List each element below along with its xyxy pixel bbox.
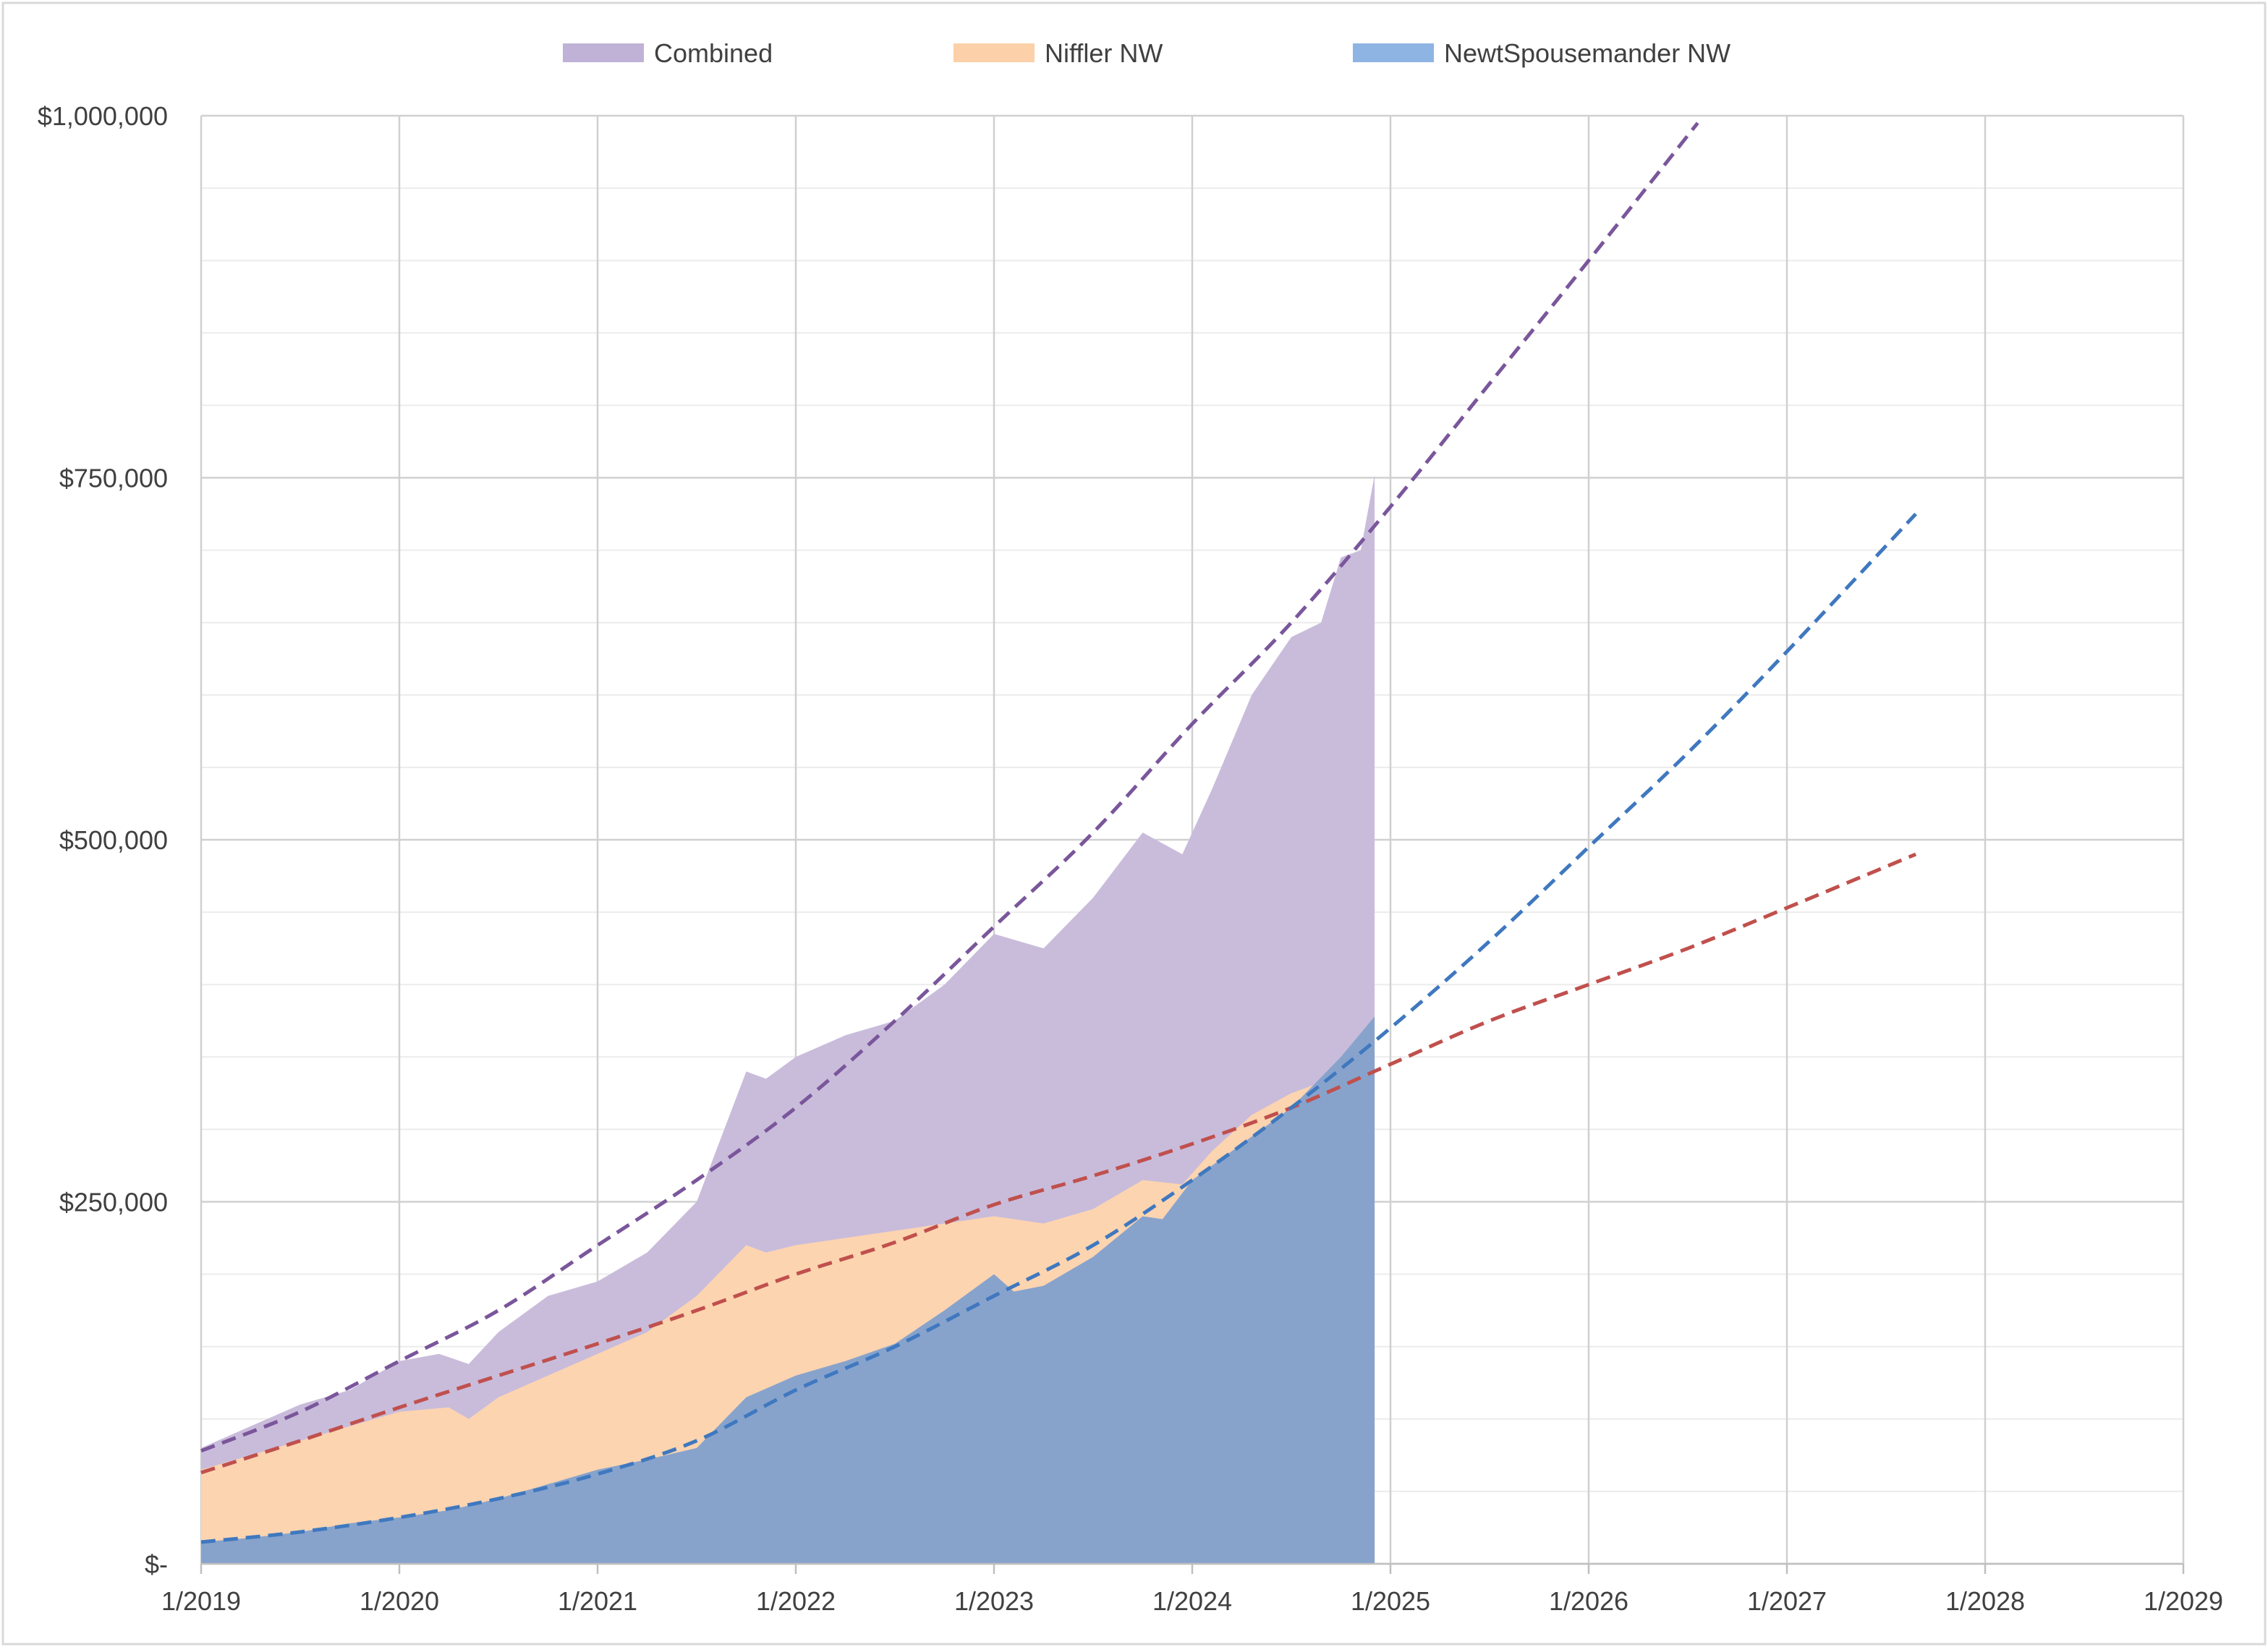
x-tick-label: 1/2027 bbox=[1747, 1586, 1827, 1616]
x-tick-label: 1/2029 bbox=[2144, 1586, 2223, 1616]
x-tick-label: 1/2024 bbox=[1152, 1586, 1232, 1616]
legend: Combined Niffler NW NewtSpousemander NW bbox=[563, 38, 1730, 68]
y-tick-label: $750,000 bbox=[59, 464, 168, 493]
legend-swatch-newtspousemander-nw bbox=[1353, 43, 1434, 62]
y-tick-label: $500,000 bbox=[59, 825, 168, 855]
x-tick-label: 1/2025 bbox=[1351, 1586, 1430, 1616]
legend-swatch-niffler-nw bbox=[954, 43, 1035, 62]
legend-label-niffler-nw: Niffler NW bbox=[1045, 38, 1163, 68]
y-tick-label: $1,000,000 bbox=[38, 101, 168, 131]
trendline-combined bbox=[200, 122, 1699, 1453]
x-tick-label: 1/2019 bbox=[161, 1586, 241, 1616]
legend-label-combined: Combined bbox=[654, 38, 773, 68]
legend-label-newtspousemander-nw: NewtSpousemander NW bbox=[1444, 38, 1730, 68]
area-newtspousemander-nw bbox=[201, 1016, 1375, 1564]
axes: $- $250,000 $500,000 $750,000 $1,000,000 1/20… bbox=[38, 101, 2223, 1616]
x-tick-label: 1/2023 bbox=[954, 1586, 1034, 1616]
y-tick-label: $- bbox=[145, 1549, 168, 1579]
x-tick-label: 1/2020 bbox=[360, 1586, 439, 1616]
trendline-niffler-nw bbox=[200, 852, 1917, 1475]
trendlines bbox=[200, 122, 1917, 1544]
x-tick-label: 1/2026 bbox=[1549, 1586, 1628, 1616]
y-tick-label: $250,000 bbox=[59, 1188, 168, 1217]
legend-swatch-combined bbox=[563, 43, 644, 62]
x-tick-label: 1/2028 bbox=[1945, 1586, 2025, 1616]
x-tick-label: 1/2021 bbox=[558, 1586, 637, 1616]
x-tick-label: 1/2022 bbox=[756, 1586, 836, 1616]
trendline-newtspousemander-nw bbox=[200, 512, 1917, 1544]
area-series bbox=[201, 474, 1375, 1564]
